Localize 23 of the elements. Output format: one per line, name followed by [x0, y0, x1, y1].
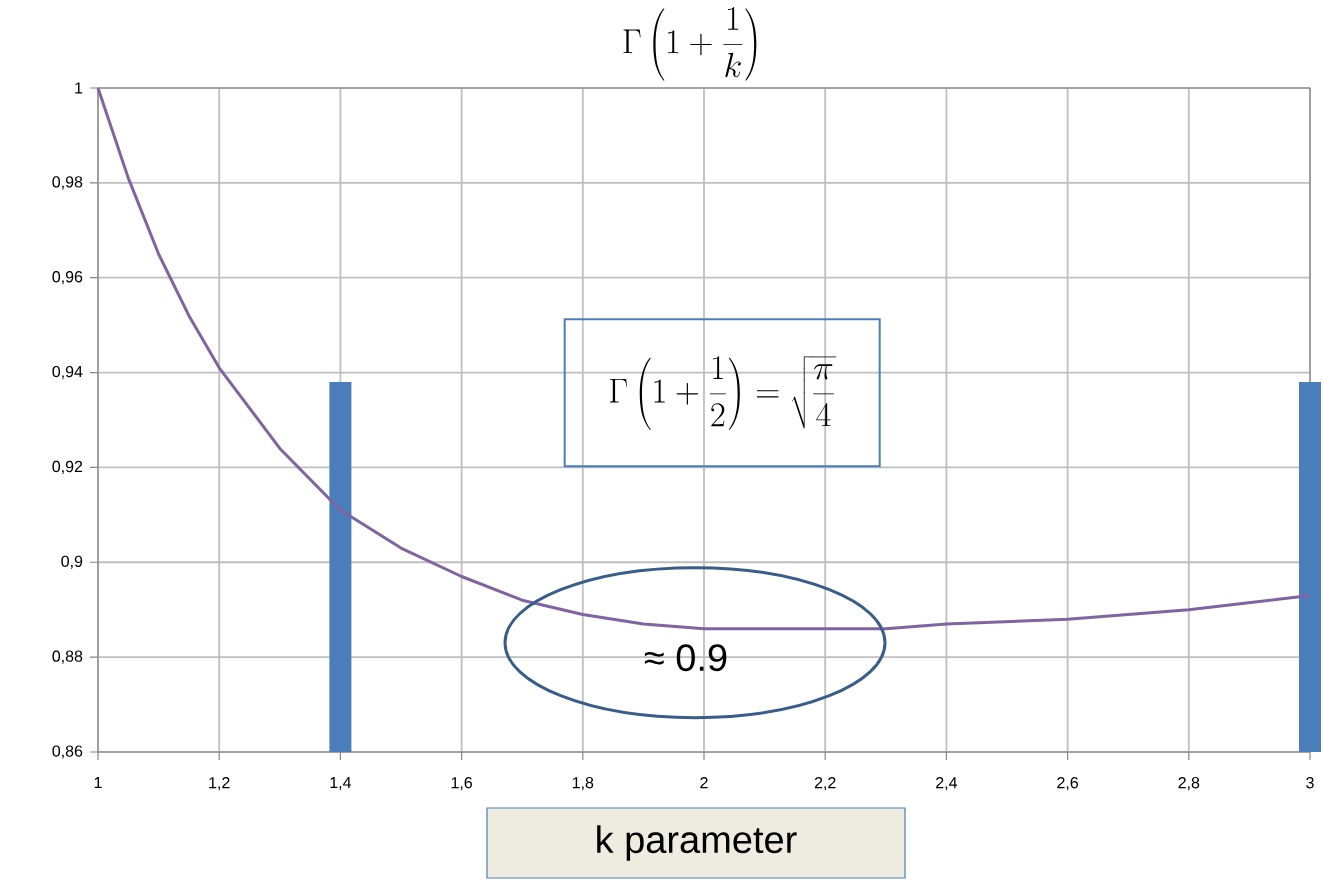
- y-tick-label: 0,96: [52, 271, 83, 285]
- x-tick-label: 2,4: [936, 777, 958, 791]
- x-tick-label: 1: [94, 777, 102, 789]
- x-tick-label: 2,8: [1178, 777, 1200, 791]
- y-tick-label: 0,88: [52, 650, 83, 664]
- x-tick-label: 3: [1306, 777, 1314, 789]
- annotation: ≈ 0.9: [644, 644, 727, 672]
- y-tick-label: 1: [75, 82, 83, 94]
- x-axis-title: k parameter: [597, 825, 797, 861]
- annotation: $\Gamma\left(1+\frac{1}{2}\right)=\sqrt{\frac{\pi}{4}}$: [610, 356, 837, 430]
- x-tick-label: 1,2: [209, 777, 230, 791]
- x-tick-label: 1,4: [330, 777, 352, 791]
- x-tick-label: 1,6: [451, 777, 473, 791]
- y-tick-label: 0,9: [61, 555, 83, 569]
- x-tick-label: 2: [700, 777, 708, 789]
- y-tick-label: 0,98: [52, 176, 83, 190]
- y-tick-label: 0,86: [52, 745, 83, 759]
- x-tick-label: 2,2: [814, 777, 836, 791]
- chart-title: $\Gamma\left(1+\frac{1}{k}\right)$: [623, 6, 757, 81]
- x-tick-label: 2,6: [1057, 777, 1079, 791]
- y-tick-label: 0,94: [52, 365, 83, 380]
- x-tick-label: 1,8: [572, 777, 594, 791]
- y-tick-label: 0,92: [52, 460, 83, 475]
